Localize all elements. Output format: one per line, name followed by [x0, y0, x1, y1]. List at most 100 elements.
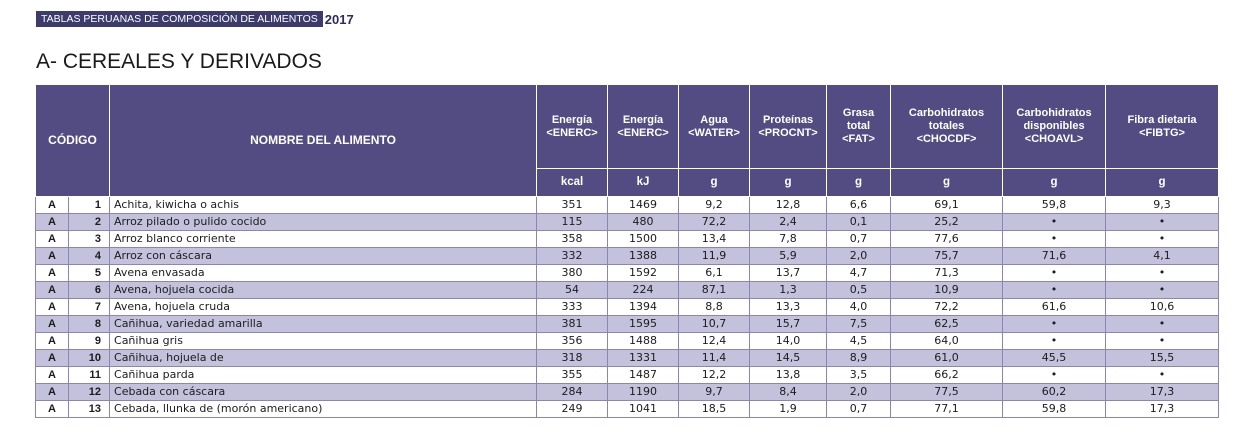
fat-value: 3,5: [826, 366, 892, 384]
carbohydrates-available-value: •: [1002, 264, 1107, 282]
protein-value: 14,5: [749, 349, 828, 367]
energy-kj-value: 224: [607, 281, 680, 299]
header-nombre: NOMBRE DEL ALIMENTO: [109, 84, 538, 197]
header-proteinas: Proteínas <PROCNT>: [749, 84, 828, 169]
food-name: Arroz blanco corriente: [109, 230, 538, 248]
food-name: Achita, kiwicha o achis: [109, 196, 538, 214]
carbohydrates-total-value: 10,9: [890, 281, 1004, 299]
protein-value: 15,7: [749, 315, 828, 333]
food-group-letter: A: [35, 366, 69, 384]
carbohydrates-available-value: 45,5: [1002, 349, 1107, 367]
fat-value: 2,0: [826, 247, 892, 265]
header-energia-kcal: Energía <ENERC>: [536, 84, 609, 169]
water-value: 87,1: [678, 281, 751, 299]
energy-kcal-value: 381: [536, 315, 609, 333]
energy-kcal-value: 355: [536, 366, 609, 384]
fiber-value: •: [1105, 315, 1220, 333]
unit-cell: g: [678, 168, 751, 197]
water-value: 9,2: [678, 196, 751, 214]
fiber-value: 15,5: [1105, 349, 1220, 367]
protein-value: 5,9: [749, 247, 828, 265]
food-code: 8: [67, 315, 111, 333]
fiber-value: •: [1105, 213, 1220, 231]
food-name: Cañihua gris: [109, 332, 538, 350]
food-group-letter: A: [35, 349, 69, 367]
energy-kcal-value: 358: [536, 230, 609, 248]
energy-kcal-value: 54: [536, 281, 609, 299]
energy-kj-value: 1394: [607, 298, 680, 316]
carbohydrates-available-value: •: [1002, 332, 1107, 350]
food-code: 11: [67, 366, 111, 384]
table-row: A 7 Avena, hojuela cruda 333 1394 8,8 13,3 4,0 7…: [35, 298, 1220, 316]
energy-kj-value: 1041: [607, 400, 680, 418]
food-name: Arroz con cáscara: [109, 247, 538, 265]
protein-value: 7,8: [749, 230, 828, 248]
energy-kcal-value: 284: [536, 383, 609, 401]
fiber-value: 9,3: [1105, 196, 1220, 214]
carbohydrates-available-value: 60,2: [1002, 383, 1107, 401]
carbohydrates-total-value: 72,2: [890, 298, 1004, 316]
energy-kcal-value: 115: [536, 213, 609, 231]
water-value: 9,7: [678, 383, 751, 401]
unit-cell: g: [1105, 168, 1220, 197]
food-code: 7: [67, 298, 111, 316]
food-name: Cebada, llunka de (morón americano): [109, 400, 538, 418]
table-row: A 3 Arroz blanco corriente 358 1500 13,4 7,8 0,…: [35, 230, 1220, 248]
fiber-value: •: [1105, 366, 1220, 384]
unit-cell: kJ: [607, 168, 680, 197]
food-name: Avena envasada: [109, 264, 538, 282]
header-grasa: Grasa total <FAT>: [826, 84, 892, 169]
fat-value: 4,5: [826, 332, 892, 350]
table-row: A 13 Cebada, llunka de (morón americano) 24…: [35, 400, 1220, 418]
fiber-value: •: [1105, 281, 1220, 299]
protein-value: 13,8: [749, 366, 828, 384]
carbohydrates-total-value: 77,1: [890, 400, 1004, 418]
food-group-letter: A: [35, 315, 69, 333]
protein-value: 13,3: [749, 298, 828, 316]
fiber-value: 10,6: [1105, 298, 1220, 316]
energy-kcal-value: 318: [536, 349, 609, 367]
carbohydrates-available-value: •: [1002, 213, 1107, 231]
table-row: A 11 Cañihua parda 355 1487 12,2 13,8 3,5 66,2 • •: [35, 366, 1220, 384]
fat-value: 0,1: [826, 213, 892, 231]
composition-table: CÓDIGO NOMBRE DEL ALIMENTO Energía <ENERC…: [34, 84, 1220, 418]
food-name: Cebada con cáscara: [109, 383, 538, 401]
fat-value: 0,5: [826, 281, 892, 299]
protein-value: 14,0: [749, 332, 828, 350]
fat-value: 2,0: [826, 383, 892, 401]
energy-kj-value: 1331: [607, 349, 680, 367]
carbohydrates-total-value: 77,6: [890, 230, 1004, 248]
food-code: 13: [67, 400, 111, 418]
food-code: 3: [67, 230, 111, 248]
food-name: Avena, hojuela cruda: [109, 298, 538, 316]
unit-cell: g: [1002, 168, 1107, 197]
document-banner: TABLAS PERUANAS DE COMPOSICIÓN DE ALIMEN…: [36, 11, 354, 27]
table-row: A 5 Avena envasada 380 1592 6,1 13,7 4,7 71,3 • •: [35, 264, 1220, 282]
fiber-value: 17,3: [1105, 400, 1220, 418]
table-row: A 8 Cañihua, variedad amarilla 381 1595 10,7 1…: [35, 315, 1220, 333]
carbohydrates-total-value: 61,0: [890, 349, 1004, 367]
energy-kcal-value: 333: [536, 298, 609, 316]
energy-kcal-value: 332: [536, 247, 609, 265]
food-code: 9: [67, 332, 111, 350]
food-group-letter: A: [35, 400, 69, 418]
food-name: Cañihua, hojuela de: [109, 349, 538, 367]
energy-kj-value: 1488: [607, 332, 680, 350]
energy-kj-value: 1595: [607, 315, 680, 333]
energy-kcal-value: 356: [536, 332, 609, 350]
fat-value: 4,7: [826, 264, 892, 282]
carbohydrates-available-value: •: [1002, 281, 1107, 299]
carbohydrates-available-value: 71,6: [1002, 247, 1107, 265]
food-name: Avena, hojuela cocida: [109, 281, 538, 299]
unit-cell: g: [890, 168, 1004, 197]
food-group-letter: A: [35, 332, 69, 350]
energy-kj-value: 1388: [607, 247, 680, 265]
table-row: A 2 Arroz pilado o pulido cocido 115 480 72,2…: [35, 213, 1220, 231]
food-code: 12: [67, 383, 111, 401]
food-code: 1: [67, 196, 111, 214]
food-name: Cañihua, variedad amarilla: [109, 315, 538, 333]
food-group-letter: A: [35, 196, 69, 214]
energy-kj-value: 480: [607, 213, 680, 231]
unit-cell: g: [749, 168, 828, 197]
protein-value: 13,7: [749, 264, 828, 282]
